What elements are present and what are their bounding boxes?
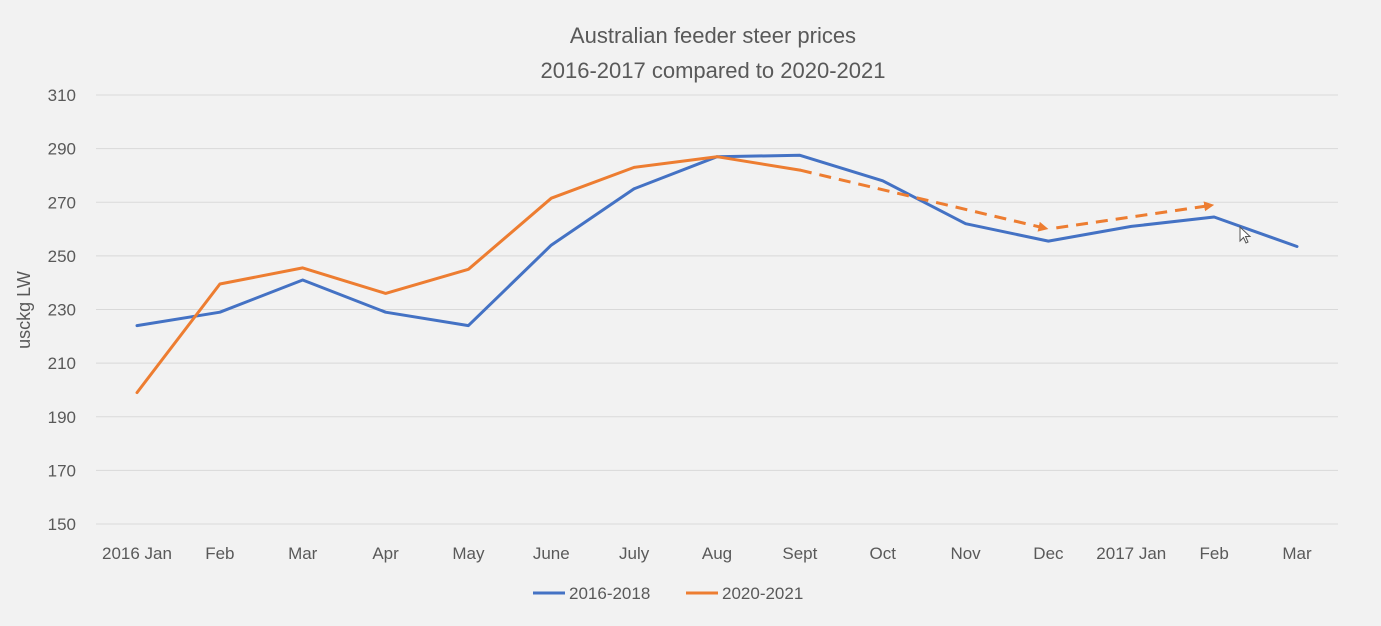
y-tick-label: 310 [48,86,76,105]
gridlines [96,94,1338,525]
y-tick-label: 250 [48,247,76,266]
y-tick-label: 210 [48,354,76,373]
x-tick-label: Aug [702,544,732,563]
x-tick-label: Apr [372,544,399,563]
series-lines [135,153,1299,395]
y-tick-label: 170 [48,461,76,480]
x-axis-ticks: 2016 Jan Feb Mar Apr May June July Aug Sept Oct No… [102,544,1312,563]
mouse-cursor-icon [1239,225,1252,244]
y-tick-label: 290 [48,140,76,159]
y-tick-label: 150 [48,515,76,534]
series-line-0 [135,153,1299,328]
projection-arrow [799,168,1049,232]
x-tick-label: Dec [1033,544,1064,563]
x-tick-label: May [452,544,485,563]
chart-subtitle: 2016-2017 compared to 2020-2021 [541,58,886,83]
chart-title: Australian feeder steer prices [570,23,856,48]
y-axis-ticks: 150 170 190 210 230 250 270 290 310 [48,86,76,534]
series-line-1 [135,155,802,395]
legend-label: 2016-2018 [569,584,650,603]
x-tick-label: Mar [1282,544,1312,563]
legend: 2016-2018 2020-2021 [533,584,803,603]
y-tick-label: 270 [48,193,76,212]
y-axis-label: usckg LW [14,271,34,349]
y-tick-label: 190 [48,408,76,427]
x-tick-label: June [533,544,570,563]
x-tick-label: July [619,544,650,563]
y-tick-label: 230 [48,301,76,320]
projection-arrow [1056,201,1215,230]
x-tick-label: Nov [950,544,981,563]
x-tick-label: Oct [869,544,896,563]
x-tick-label: Sept [782,544,817,563]
x-tick-label: Mar [288,544,318,563]
legend-label: 2020-2021 [722,584,803,603]
projection-arrows [799,168,1215,232]
x-tick-label: 2017 Jan [1096,544,1166,563]
x-tick-label: 2016 Jan [102,544,172,563]
x-tick-label: Feb [1199,544,1228,563]
x-tick-label: Feb [205,544,234,563]
